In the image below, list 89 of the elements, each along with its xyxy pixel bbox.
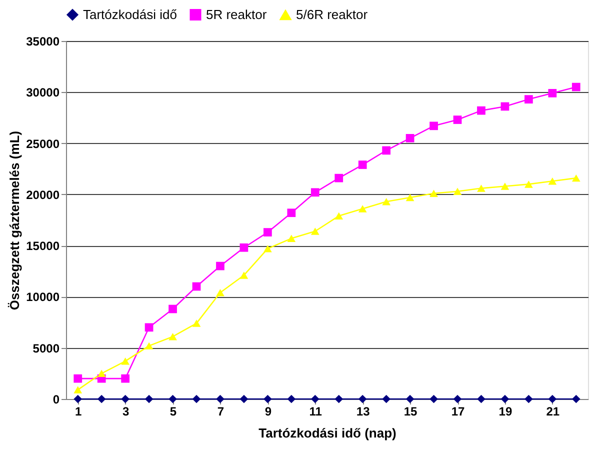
point xyxy=(524,95,533,104)
point xyxy=(97,394,106,404)
point xyxy=(406,194,414,202)
point xyxy=(548,88,557,98)
point xyxy=(430,394,438,404)
x-tick-label: 3 xyxy=(122,404,130,418)
y-tick-label: 30000 xyxy=(26,86,60,100)
point xyxy=(74,374,82,383)
point xyxy=(453,394,462,404)
point xyxy=(477,106,486,115)
point xyxy=(168,332,177,340)
point xyxy=(500,394,510,404)
point xyxy=(382,394,390,404)
point xyxy=(358,205,367,212)
point xyxy=(358,160,367,169)
y-tick-label: 25000 xyxy=(26,136,60,151)
x-tick-label: 15 xyxy=(404,404,418,418)
point xyxy=(168,394,177,404)
point xyxy=(572,82,580,92)
point xyxy=(430,122,438,130)
point xyxy=(382,146,390,155)
x-tick-label: 17 xyxy=(451,404,465,418)
point xyxy=(192,320,201,327)
point xyxy=(121,374,130,383)
point xyxy=(74,386,82,394)
point xyxy=(97,370,106,378)
point xyxy=(168,304,177,314)
x-tick-label: 1 xyxy=(75,404,82,418)
x-tick-label: 5 xyxy=(170,404,177,418)
point xyxy=(240,394,248,404)
x-tick-label: 11 xyxy=(309,404,322,418)
point xyxy=(334,212,344,220)
point xyxy=(477,394,486,404)
point xyxy=(74,394,82,404)
point xyxy=(192,394,201,404)
point xyxy=(144,342,154,350)
point xyxy=(334,394,344,404)
legend-label: 5/6R reaktor xyxy=(296,7,368,22)
point xyxy=(216,262,224,270)
x-axis-title: Tartózkodási idő (nap) xyxy=(258,426,396,440)
point xyxy=(121,358,130,365)
point xyxy=(572,394,580,404)
point xyxy=(287,394,296,404)
point xyxy=(453,188,462,195)
y-tick-label: 0 xyxy=(52,392,60,406)
point xyxy=(144,323,154,332)
y-tick-label: 5000 xyxy=(32,341,60,356)
point xyxy=(548,394,557,404)
point xyxy=(264,394,272,404)
point xyxy=(500,182,510,190)
point xyxy=(287,234,296,242)
point xyxy=(406,394,414,404)
point xyxy=(334,174,344,182)
point xyxy=(358,394,367,404)
x-tick-label: 13 xyxy=(356,404,370,418)
point xyxy=(477,184,486,192)
point xyxy=(310,228,320,235)
point xyxy=(240,243,248,252)
legend-label: Tartózkodási idő xyxy=(83,6,177,22)
x-tick-label: 21 xyxy=(546,404,560,418)
point xyxy=(216,394,224,404)
point xyxy=(548,178,557,185)
point xyxy=(310,188,320,197)
point xyxy=(382,198,390,206)
point xyxy=(524,180,533,188)
x-tick-label: 7 xyxy=(217,404,224,418)
point xyxy=(453,116,462,124)
point xyxy=(572,174,580,182)
point xyxy=(310,394,320,404)
x-tick-label: 9 xyxy=(264,404,272,418)
point xyxy=(500,102,510,111)
point xyxy=(287,208,296,218)
point xyxy=(144,394,154,404)
point xyxy=(121,394,130,404)
point xyxy=(216,289,224,296)
y-axis-title: Összegzett gáztermelés (mL) xyxy=(7,130,22,310)
legend-label: 5R reaktor xyxy=(206,6,268,22)
y-tick-label: 20000 xyxy=(26,188,60,202)
point xyxy=(430,190,438,198)
x-tick-label: 19 xyxy=(498,404,512,418)
y-tick-label: 10000 xyxy=(26,290,60,304)
y-tick-label: 15000 xyxy=(26,239,60,254)
point xyxy=(240,272,248,279)
point xyxy=(524,394,533,404)
point xyxy=(264,228,272,236)
point xyxy=(264,245,272,252)
point xyxy=(406,134,414,142)
y-tick-label: 35000 xyxy=(26,34,60,48)
point xyxy=(192,282,201,291)
